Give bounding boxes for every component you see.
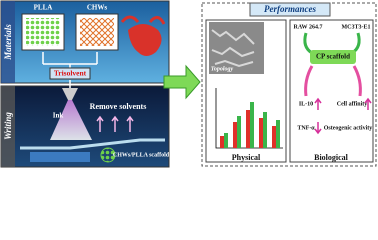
nozzle <box>62 88 78 100</box>
writing-tab <box>1 86 15 167</box>
chws-label: CHWs <box>87 4 108 12</box>
scaffold-label: CHWs/PLLA scaffold <box>113 152 170 158</box>
cp-scaffold-box <box>310 50 356 64</box>
materials-label: Materials <box>3 24 13 61</box>
cp-scaffold-label: CP scaffold <box>316 53 350 61</box>
mini-bar <box>276 120 280 148</box>
performances-header <box>249 2 331 17</box>
mini-bar <box>224 133 228 148</box>
mini-bar <box>246 110 250 148</box>
page: Materials PLLA CHWs Trisolvent Writing I… <box>0 0 378 168</box>
effect-label: Osteogenic activity <box>324 125 373 131</box>
deposited-filament <box>20 138 165 150</box>
transition-arrow <box>163 64 201 100</box>
lobster <box>128 24 162 56</box>
mini-bar <box>220 136 224 148</box>
topology-label: Topology <box>211 66 234 72</box>
graphical-abstract: Materials PLLA CHWs Trisolvent Writing I… <box>0 0 377 168</box>
evaporation-arrows <box>96 115 134 132</box>
writing-label: Writing <box>3 112 13 140</box>
sem-texture <box>211 29 255 68</box>
scaffold-icon <box>100 147 116 163</box>
pink-arrows <box>304 65 362 97</box>
mini-bar <box>233 122 237 148</box>
cell-line-label: RAW 264.7 <box>294 24 323 30</box>
remove-solvents-label: Remove solvents <box>90 102 147 111</box>
mini-bar <box>237 116 241 148</box>
ink-cone <box>50 100 92 140</box>
lobster-claws <box>120 15 166 25</box>
biological-box <box>289 19 374 163</box>
biological-label: Biological <box>314 153 349 162</box>
trisolvent-box <box>49 67 91 80</box>
mini-bar <box>263 112 267 148</box>
plla-label: PLLA <box>34 4 53 12</box>
up-arrow <box>314 97 322 110</box>
trisolvent-label: Trisolvent <box>54 69 87 78</box>
ink-label: Ink <box>53 112 64 120</box>
chws-icon <box>80 18 114 46</box>
mini-bar <box>250 102 254 148</box>
plla-icon <box>26 18 60 46</box>
effect-label: TNF-α <box>297 125 315 131</box>
up-arrow <box>364 97 372 110</box>
effect-label: IL-10 <box>299 101 313 107</box>
effect-label: Cell affinity <box>337 101 368 107</box>
merge-lines <box>42 52 98 68</box>
performances-title: Performances <box>264 4 316 14</box>
down-arrow <box>314 122 322 135</box>
mini-bar <box>272 126 276 148</box>
cell-line-label: MC3T3-E1 <box>342 24 371 30</box>
mini-bar <box>259 118 263 148</box>
substrate <box>30 152 90 162</box>
materials-tab <box>1 1 15 83</box>
physical-box <box>205 19 287 163</box>
physical-label: Physical <box>232 153 261 162</box>
